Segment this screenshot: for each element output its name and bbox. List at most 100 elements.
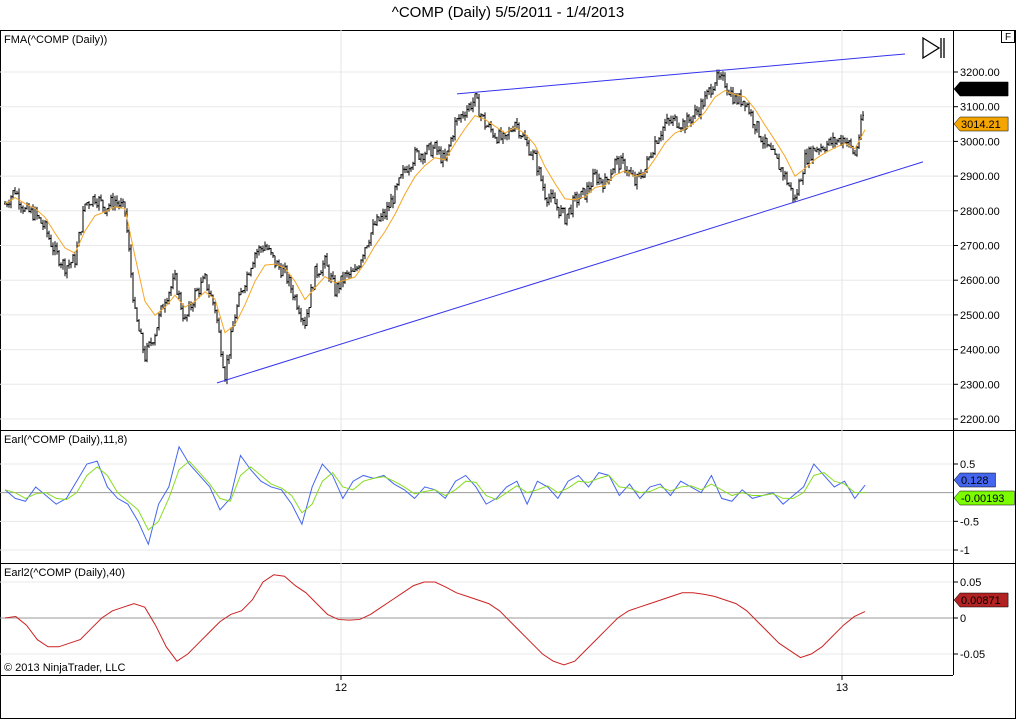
price-bar [862,111,864,121]
price-bar [466,105,468,118]
price-bar [452,135,454,142]
price-bar [768,143,770,147]
price-bar [776,153,778,159]
price-bar [540,166,542,182]
price-bar [550,189,552,203]
price-bar [16,190,18,195]
price-bar [294,294,296,301]
price-bar [300,307,302,323]
price-bar [506,134,508,141]
price-bar [398,177,400,186]
price-bar [202,275,204,283]
price-bar [208,284,210,298]
price-bar [458,114,460,121]
price-bar [712,86,714,95]
price-bar [492,128,494,138]
price-bar [10,195,12,209]
price-bar [266,243,268,251]
price-bar [656,140,658,144]
price-bar [530,151,532,156]
price-bar [742,100,744,106]
price-bar [408,164,410,176]
price-bar [436,140,438,156]
price-bar [296,293,298,311]
price-bar [706,89,708,100]
price-bar [412,161,414,170]
price-bar [818,148,820,155]
price-bar [370,232,372,246]
price-bar [730,86,732,97]
scroll-to-end-icon[interactable] [922,36,945,60]
price-bar [320,270,322,275]
f-button[interactable] [1001,30,1015,43]
price-bar [142,332,144,354]
price-bar [758,121,760,138]
price-bar [206,274,208,292]
price-bar [270,248,272,256]
price-bar [146,342,148,363]
price-bar [682,118,684,131]
trendline[interactable] [216,161,924,384]
price-bar [158,312,160,331]
price-bar [116,195,118,208]
price-bar [508,126,510,140]
price-bar [660,130,662,142]
price-bar [674,114,676,122]
price-bar [392,195,394,209]
price-bar [326,252,328,267]
price-bar [394,185,396,204]
price-bar [658,137,660,144]
price-bar [698,107,700,117]
y-tick-label: 2200.00 [960,414,1000,426]
price-bar [486,124,488,128]
price-bar [120,197,122,209]
trendline[interactable] [456,53,906,95]
price-bar [218,317,220,333]
price-bar [110,194,112,208]
price-bar [524,130,526,140]
price-bar [426,144,428,155]
price-bar [192,302,194,312]
price-bar [748,102,750,115]
price-bar [352,268,354,272]
price-bar [298,305,300,315]
price-bar [836,138,838,146]
price-bar [708,87,710,96]
price-bar [198,287,200,299]
price-bar [182,303,184,322]
y-tick-label: 2500.00 [960,310,1000,322]
price-bar [526,135,528,147]
price-bar [484,112,486,130]
price-bar [534,149,536,154]
price-bar [170,286,172,297]
price-bar [502,130,504,145]
price-bar [794,194,796,203]
price-bar [106,208,108,217]
price-bar [96,198,98,209]
price-bar [58,250,60,267]
price-bar [792,187,794,204]
price-bar [522,132,524,138]
price-bar [504,132,506,140]
price-bar [672,115,674,127]
price-bar [454,117,456,141]
price-bar [338,282,340,294]
price-bar [786,171,788,186]
price-bar [132,272,134,303]
price-bar [516,117,518,130]
price-bar [702,98,704,110]
price-bar [256,248,258,259]
price-bar [774,148,776,156]
price-bar [816,146,818,153]
price-bar [80,231,82,236]
price-bar [428,143,430,151]
price-bar [694,104,696,120]
price-bar [278,259,280,270]
price-bar [410,166,412,172]
price-bar [422,153,424,165]
price-bar [456,117,458,126]
price-bar [556,198,558,211]
price-bar [704,91,706,107]
price-bar [582,187,584,196]
